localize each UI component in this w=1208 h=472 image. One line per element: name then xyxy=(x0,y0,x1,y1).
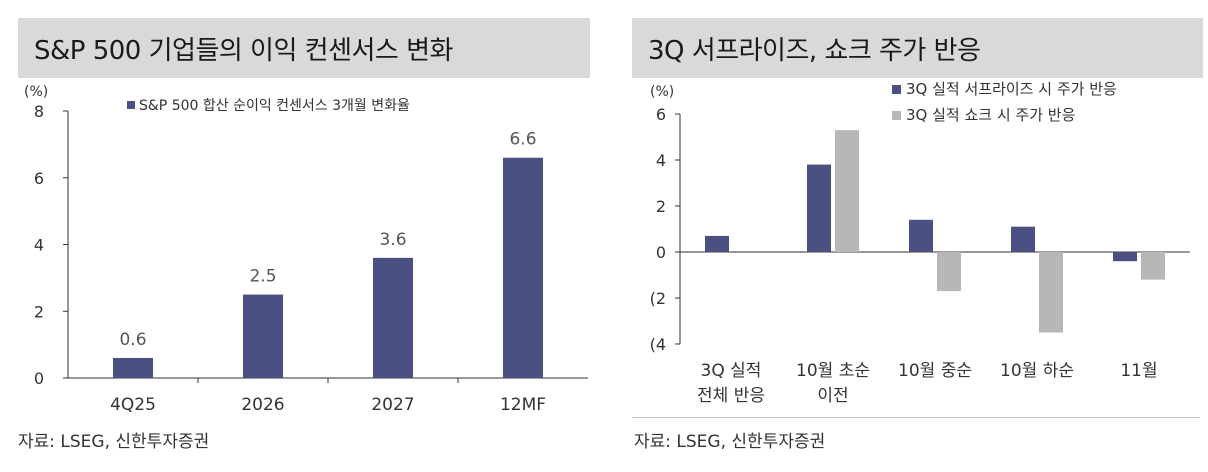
right-bar-s1-3 xyxy=(1011,226,1035,252)
left-category-label: 12MF xyxy=(500,395,546,415)
left-bar-2027 xyxy=(373,257,413,378)
left-category-label: 4Q25 xyxy=(110,395,156,415)
left-bar-chart: (%) 0 2 4 6 8 0.6 4Q25 2.5 2026 3.6 2027 6.6 12MF S&P … xyxy=(24,84,588,415)
right-bar-s1-2 xyxy=(909,219,933,252)
right-legend-label-1: 3Q 실적 서프라이즈 시 주가 반응 xyxy=(906,80,1117,98)
right-bar-s1-0 xyxy=(705,235,729,252)
left-data-label: 2.5 xyxy=(249,267,276,287)
right-category-label: 10월 중순 xyxy=(898,361,972,381)
left-category-label: 2026 xyxy=(241,395,284,415)
right-y-tick-label: 6 xyxy=(656,105,666,124)
left-y-tick-label: 0 xyxy=(34,369,44,388)
left-data-label: 0.6 xyxy=(119,330,146,350)
right-source-note: 자료: LSEG, 신한투자증권 xyxy=(634,432,826,452)
right-category-label: 전체 반응 xyxy=(697,386,765,406)
right-y-tick-label: 4 xyxy=(656,151,666,170)
right-y-tick-label: (2 xyxy=(650,289,666,308)
right-category-label: 11월 xyxy=(1120,361,1157,381)
left-data-label: 6.6 xyxy=(509,130,536,150)
right-y-tick-label: (4 xyxy=(650,335,666,354)
right-y-tick-label: 2 xyxy=(656,197,666,216)
right-legend-label-2: 3Q 실적 쇼크 시 주가 반응 xyxy=(906,106,1075,124)
right-y-tick-label: 0 xyxy=(656,243,666,262)
left-y-tick-label: 8 xyxy=(34,102,44,121)
right-bar-s1-4 xyxy=(1113,252,1137,262)
left-legend-label: S&P 500 합산 순이익 컨센서스 3개월 변화율 xyxy=(139,98,410,114)
left-bar-12MF xyxy=(503,157,543,378)
left-y-tick-label: 2 xyxy=(34,302,44,321)
right-category-label: 3Q 실적 xyxy=(701,361,762,381)
left-y-tick-label: 6 xyxy=(34,169,44,188)
left-bar-2026 xyxy=(243,294,283,378)
right-source-divider xyxy=(632,417,1200,418)
right-bar-s2-4 xyxy=(1141,252,1165,280)
left-data-label: 3.6 xyxy=(379,230,406,250)
left-source-note: 자료: LSEG, 신한투자증권 xyxy=(18,432,210,452)
right-bar-s2-2 xyxy=(937,252,961,292)
right-bar-s2-3 xyxy=(1039,252,1063,333)
right-category-label: 이전 xyxy=(817,386,848,406)
right-category-label: 10월 하순 xyxy=(1000,361,1074,381)
right-bar-s1-1 xyxy=(807,164,831,252)
right-category-label: 10월 초순 xyxy=(796,361,870,381)
right-unit-label: (%) xyxy=(650,84,674,100)
left-y-tick-label: 4 xyxy=(34,236,44,255)
left-chart-panel: S&P 500 기업들의 이익 컨센서스 변화 (%) 0 2 4 6 8 0.6 4Q25 2… xyxy=(0,0,590,472)
left-chart-title: S&P 500 기업들의 이익 컨센서스 변화 xyxy=(18,18,590,78)
left-category-label: 2027 xyxy=(371,395,414,415)
right-bar-s2-1 xyxy=(835,130,859,252)
left-unit-label: (%) xyxy=(24,84,48,100)
left-bar-4Q25 xyxy=(113,357,153,378)
right-legend-swatch-1 xyxy=(892,85,901,94)
left-legend-swatch xyxy=(127,101,135,109)
right-legend-swatch-2 xyxy=(892,111,901,120)
right-chart-title: 3Q 서프라이즈, 쇼크 주가 반응 xyxy=(632,18,1203,78)
